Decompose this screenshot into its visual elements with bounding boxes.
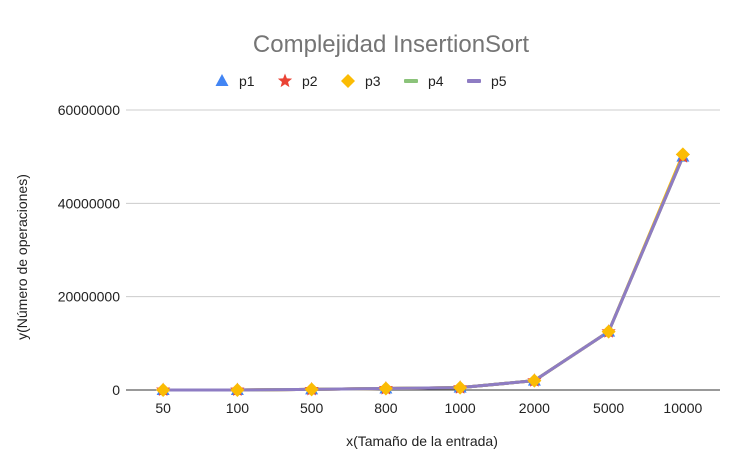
- legend-item-p5[interactable]: p5: [467, 73, 507, 89]
- data-point-p3: [230, 382, 245, 397]
- legend-marker-p1: [215, 74, 229, 86]
- y-tick-label: 0: [112, 382, 120, 398]
- legend-item-p3[interactable]: p3: [341, 73, 381, 89]
- x-axis-label: x(Tamaño de la entrada): [346, 433, 498, 449]
- x-tick-label: 1000: [445, 400, 476, 416]
- data-point-p3: [453, 380, 468, 395]
- series-line-p5: [161, 155, 685, 392]
- x-tick-label: 800: [374, 400, 398, 416]
- gridlines: [126, 109, 720, 391]
- series-line-p1: [161, 155, 685, 392]
- x-tick-label: 50: [155, 400, 171, 416]
- legend-label: p2: [302, 73, 318, 89]
- legend-label: p3: [365, 73, 381, 89]
- x-tick-label: 5000: [593, 400, 624, 416]
- y-axis-ticks: 0 20000000 40000000 60000000: [58, 102, 121, 398]
- x-tick-label: 2000: [519, 400, 550, 416]
- x-tick-label: 10000: [663, 400, 702, 416]
- legend-marker-p4: [404, 79, 418, 83]
- legend: p1 p2 p3 p4 p5: [215, 73, 507, 89]
- series-lines: [161, 152, 685, 392]
- y-tick-label: 40000000: [58, 195, 121, 211]
- legend-item-p4[interactable]: p4: [404, 73, 444, 89]
- series-line-p4: [161, 155, 685, 392]
- data-point-p3: [156, 382, 171, 397]
- legend-item-p1[interactable]: p1: [215, 73, 255, 89]
- legend-label: p4: [428, 73, 444, 89]
- legend-marker-p3: [341, 74, 355, 88]
- y-axis-label: y(Número de operaciones): [14, 174, 30, 340]
- series-line-p3: [161, 152, 685, 392]
- series-line-p2: [161, 155, 685, 392]
- legend-marker-p2: [277, 73, 293, 88]
- series-markers: [155, 147, 691, 397]
- legend-label: p1: [239, 73, 255, 89]
- data-point-p3: [527, 373, 542, 388]
- y-tick-label: 20000000: [58, 289, 121, 305]
- legend-label: p5: [491, 73, 507, 89]
- data-point-p3: [601, 324, 616, 339]
- legend-item-p2[interactable]: p2: [277, 73, 318, 89]
- legend-marker-p5: [467, 79, 481, 83]
- data-point-p3: [378, 381, 393, 396]
- y-tick-label: 60000000: [58, 102, 121, 118]
- x-axis-ticks: 50 100 500 800 1000 2000 5000 10000: [155, 400, 702, 416]
- data-point-p3: [304, 382, 319, 397]
- data-point-p3: [675, 147, 690, 162]
- x-tick-label: 500: [300, 400, 324, 416]
- chart-title: Complejidad InsertionSort: [253, 31, 529, 58]
- x-tick-label: 100: [226, 400, 250, 416]
